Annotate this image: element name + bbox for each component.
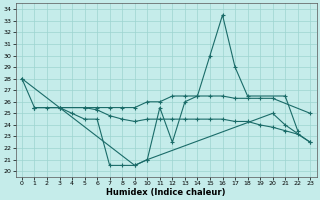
X-axis label: Humidex (Indice chaleur): Humidex (Indice chaleur) — [106, 188, 226, 197]
